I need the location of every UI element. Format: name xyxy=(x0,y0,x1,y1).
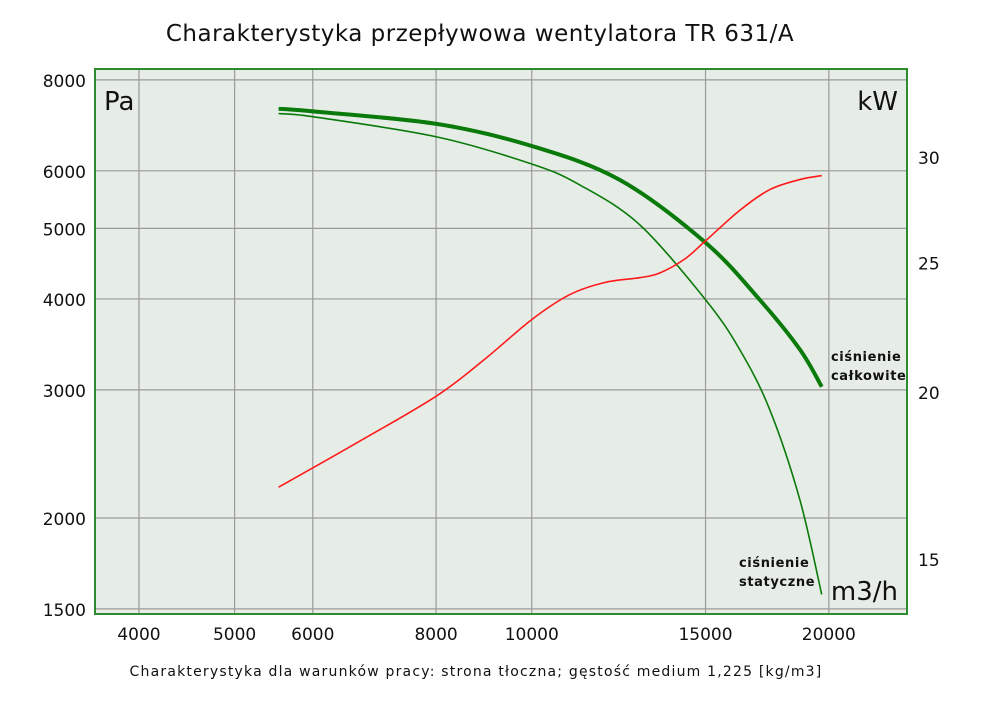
footnote: Charakterystyka dla warunków pracy: stro… xyxy=(130,664,823,680)
series-total-pressure xyxy=(278,106,824,388)
label-total-pressure-1: ciśnienie xyxy=(831,350,901,365)
y-tick-label: 1500 xyxy=(43,601,86,621)
y2-tick-label: 25 xyxy=(918,255,940,275)
x-tick-label: 8000 xyxy=(414,625,457,645)
grid xyxy=(95,69,907,614)
label-static-pressure-2: statyczne xyxy=(739,575,815,590)
label-static-pressure-1: ciśnienie xyxy=(739,556,809,571)
y2-axis-label: kW xyxy=(857,87,898,117)
y-tick-label: 5000 xyxy=(43,220,86,240)
plot-border xyxy=(94,68,908,615)
series-power xyxy=(278,174,822,488)
y2-tick-label: 15 xyxy=(918,551,940,571)
x-tick-label: 15000 xyxy=(678,625,732,645)
x-axis-label: m3/h xyxy=(831,577,898,607)
y2-tick-label: 20 xyxy=(918,384,940,404)
y-tick-label: 4000 xyxy=(43,291,86,311)
x-tick-label: 20000 xyxy=(802,625,856,645)
series-group xyxy=(278,106,824,595)
y-tick-label: 3000 xyxy=(43,382,86,402)
y-tick-label: 6000 xyxy=(43,163,86,183)
tick-labels: 4000 5000 6000 8000 10000 15000 20000 1500 2000 3… xyxy=(43,72,940,645)
series-static-pressure xyxy=(278,112,823,595)
y-tick-label: 8000 xyxy=(43,72,86,92)
label-total-pressure-2: całkowite xyxy=(831,369,906,384)
y2-tick-label: 30 xyxy=(918,149,940,169)
chart-title: Charakterystyka przepływowa wentylatora … xyxy=(166,21,794,47)
x-tick-label: 10000 xyxy=(505,625,559,645)
y-tick-label: 2000 xyxy=(43,510,86,530)
plot-area xyxy=(95,69,907,614)
x-tick-label: 4000 xyxy=(117,625,160,645)
x-tick-label: 5000 xyxy=(213,625,256,645)
y-axis-label: Pa xyxy=(104,87,134,117)
x-tick-label: 6000 xyxy=(291,625,334,645)
